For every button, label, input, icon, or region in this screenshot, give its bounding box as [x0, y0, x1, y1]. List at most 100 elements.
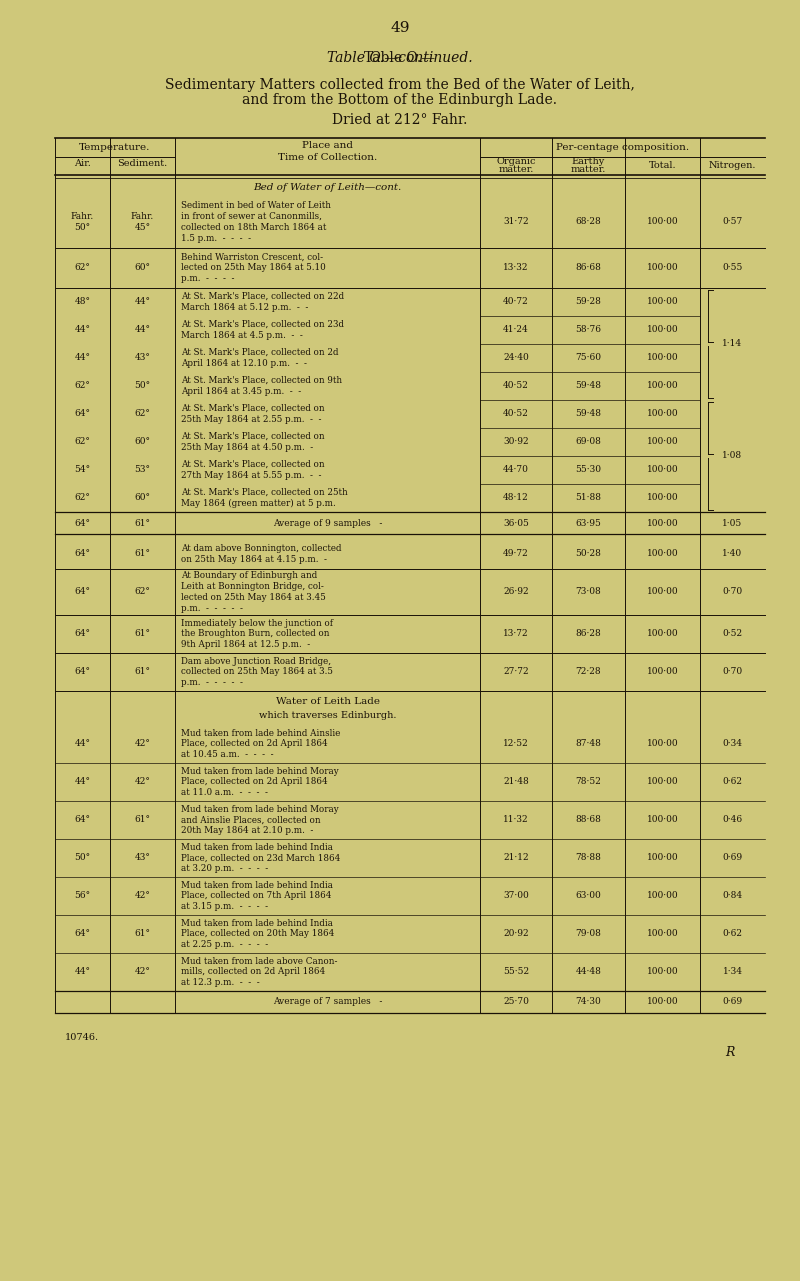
Text: At St. Mark's Place, collected on 25th
May 1864 (green matter) at 5 p.m.: At St. Mark's Place, collected on 25th M…: [181, 488, 348, 509]
Text: 100·00: 100·00: [646, 778, 678, 787]
Text: 62°: 62°: [134, 588, 150, 597]
Text: 100·00: 100·00: [646, 892, 678, 901]
Text: At St. Mark's Place, collected on
25th May 1864 at 4.50 p.m.  -: At St. Mark's Place, collected on 25th M…: [181, 432, 325, 452]
Text: Mud taken from lade behind Moray
Place, collected on 2d April 1864
at 11.0 a.m. : Mud taken from lade behind Moray Place, …: [181, 767, 338, 797]
Text: 44°: 44°: [134, 297, 150, 306]
Text: Fahr.
45°: Fahr. 45°: [131, 213, 154, 232]
Text: 100·00: 100·00: [646, 853, 678, 862]
Text: 0·70: 0·70: [722, 667, 742, 676]
Text: R: R: [726, 1047, 734, 1059]
Text: 60°: 60°: [134, 438, 150, 447]
Text: 62°: 62°: [74, 382, 90, 391]
Text: 43°: 43°: [134, 853, 150, 862]
Text: 100·00: 100·00: [646, 410, 678, 419]
Text: 40·72: 40·72: [503, 297, 529, 306]
Text: Immediately below the junction of
the Broughton Burn, collected on
9th April 186: Immediately below the junction of the Br…: [181, 619, 333, 649]
Text: 75·60: 75·60: [575, 354, 602, 363]
Text: 50°: 50°: [134, 382, 150, 391]
Text: Nitrogen.: Nitrogen.: [709, 160, 756, 169]
Text: At dam above Bonnington, collected
on 25th May 1864 at 4.15 p.m.  -: At dam above Bonnington, collected on 25…: [181, 544, 342, 564]
Text: Fahr.
50°: Fahr. 50°: [71, 213, 94, 232]
Text: 41·24: 41·24: [503, 325, 529, 334]
Text: 100·00: 100·00: [646, 438, 678, 447]
Text: 43°: 43°: [134, 354, 150, 363]
Text: 44°: 44°: [74, 354, 90, 363]
Text: 62°: 62°: [74, 264, 90, 273]
Text: Water of Leith Lade: Water of Leith Lade: [275, 697, 379, 707]
Text: 13·32: 13·32: [503, 264, 529, 273]
Text: 100·00: 100·00: [646, 967, 678, 976]
Text: 26·92: 26·92: [503, 588, 529, 597]
Text: 100·00: 100·00: [646, 519, 678, 528]
Text: 44°: 44°: [74, 739, 90, 748]
Text: 1·08: 1·08: [722, 451, 742, 460]
Text: 100·00: 100·00: [646, 465, 678, 474]
Text: Behind Warriston Crescent, col-
lected on 25th May 1864 at 5.10
p.m.  -  -  -  -: Behind Warriston Crescent, col- lected o…: [181, 252, 326, 283]
Text: 30·92: 30·92: [503, 438, 529, 447]
Text: 64°: 64°: [74, 588, 90, 597]
Text: 0·69: 0·69: [722, 853, 742, 862]
Text: 61°: 61°: [134, 519, 150, 528]
Text: 88·68: 88·68: [575, 816, 602, 825]
Text: 62°: 62°: [134, 410, 150, 419]
Text: Air.: Air.: [74, 160, 91, 169]
Text: 61°: 61°: [134, 667, 150, 676]
Text: At St. Mark's Place, collected on 22d
March 1864 at 5.12 p.m.  -  -: At St. Mark's Place, collected on 22d Ma…: [181, 292, 344, 311]
Text: Place and: Place and: [302, 141, 353, 150]
Text: 100·00: 100·00: [646, 667, 678, 676]
Text: At St. Mark's Place, collected on 2d
April 1864 at 12.10 p.m.  -  -: At St. Mark's Place, collected on 2d Apr…: [181, 348, 338, 368]
Text: 31·72: 31·72: [503, 218, 529, 227]
Text: 64°: 64°: [74, 629, 90, 638]
Text: At St. Mark's Place, collected on
25th May 1864 at 2.55 p.m.  -  -: At St. Mark's Place, collected on 25th M…: [181, 404, 325, 424]
Text: 44°: 44°: [74, 967, 90, 976]
Text: Sedimentary Matters collected from the Bed of the Water of Leith,: Sedimentary Matters collected from the B…: [165, 78, 635, 92]
Text: Average of 7 samples   -: Average of 7 samples -: [273, 998, 382, 1007]
Text: 60°: 60°: [134, 264, 150, 273]
Text: Table O.—: Table O.—: [365, 51, 435, 65]
Text: 73·08: 73·08: [576, 588, 602, 597]
Text: At St. Mark's Place, collected on 9th
April 1864 at 3.45 p.m.  -  -: At St. Mark's Place, collected on 9th Ap…: [181, 377, 342, 396]
Text: 63·95: 63·95: [575, 519, 602, 528]
Text: 100·00: 100·00: [646, 493, 678, 502]
Text: 100·00: 100·00: [646, 382, 678, 391]
Text: 24·40: 24·40: [503, 354, 529, 363]
Text: 61°: 61°: [134, 930, 150, 939]
Text: 68·28: 68·28: [576, 218, 602, 227]
Text: At St. Mark's Place, collected on
27th May 1864 at 5.55 p.m.  -  -: At St. Mark's Place, collected on 27th M…: [181, 460, 325, 480]
Text: 79·08: 79·08: [575, 930, 602, 939]
Text: 0·57: 0·57: [722, 218, 742, 227]
Text: 48·12: 48·12: [503, 493, 529, 502]
Text: 10746.: 10746.: [65, 1034, 99, 1043]
Text: Mud taken from lade behind India
Place, collected on 7th April 1864
at 3.15 p.m.: Mud taken from lade behind India Place, …: [181, 881, 333, 911]
Text: 100·00: 100·00: [646, 297, 678, 306]
Text: 0·84: 0·84: [722, 892, 742, 901]
Text: Table O.—continued.: Table O.—continued.: [327, 51, 473, 65]
Text: 40·52: 40·52: [503, 410, 529, 419]
Text: 42°: 42°: [134, 778, 150, 787]
Text: Temperature.: Temperature.: [79, 143, 150, 152]
Text: Time of Collection.: Time of Collection.: [278, 152, 377, 161]
Text: 78·88: 78·88: [575, 853, 602, 862]
Text: Sediment.: Sediment.: [118, 160, 168, 169]
Text: 60°: 60°: [134, 493, 150, 502]
Text: and from the Bottom of the Edinburgh Lade.: and from the Bottom of the Edinburgh Lad…: [242, 94, 558, 108]
Text: matter.: matter.: [571, 164, 606, 173]
Text: Sediment in bed of Water of Leith
in front of sewer at Canonmills,
collected on : Sediment in bed of Water of Leith in fro…: [181, 201, 331, 242]
Text: 1·40: 1·40: [722, 550, 742, 559]
Text: 64°: 64°: [74, 816, 90, 825]
Text: 100·00: 100·00: [646, 930, 678, 939]
Text: Average of 9 samples   -: Average of 9 samples -: [273, 519, 382, 528]
Text: 62°: 62°: [74, 493, 90, 502]
Text: 0·34: 0·34: [722, 739, 742, 748]
Text: 63·00: 63·00: [576, 892, 602, 901]
Text: 51·88: 51·88: [575, 493, 602, 502]
Text: 21·12: 21·12: [503, 853, 529, 862]
Text: 100·00: 100·00: [646, 816, 678, 825]
Text: 64°: 64°: [74, 519, 90, 528]
Text: 50°: 50°: [74, 853, 90, 862]
Text: At St. Mark's Place, collected on 23d
March 1864 at 4.5 p.m.  -  -: At St. Mark's Place, collected on 23d Ma…: [181, 320, 344, 339]
Text: 42°: 42°: [134, 892, 150, 901]
Text: 64°: 64°: [74, 667, 90, 676]
Text: 0·52: 0·52: [722, 629, 742, 638]
Text: 64°: 64°: [74, 930, 90, 939]
